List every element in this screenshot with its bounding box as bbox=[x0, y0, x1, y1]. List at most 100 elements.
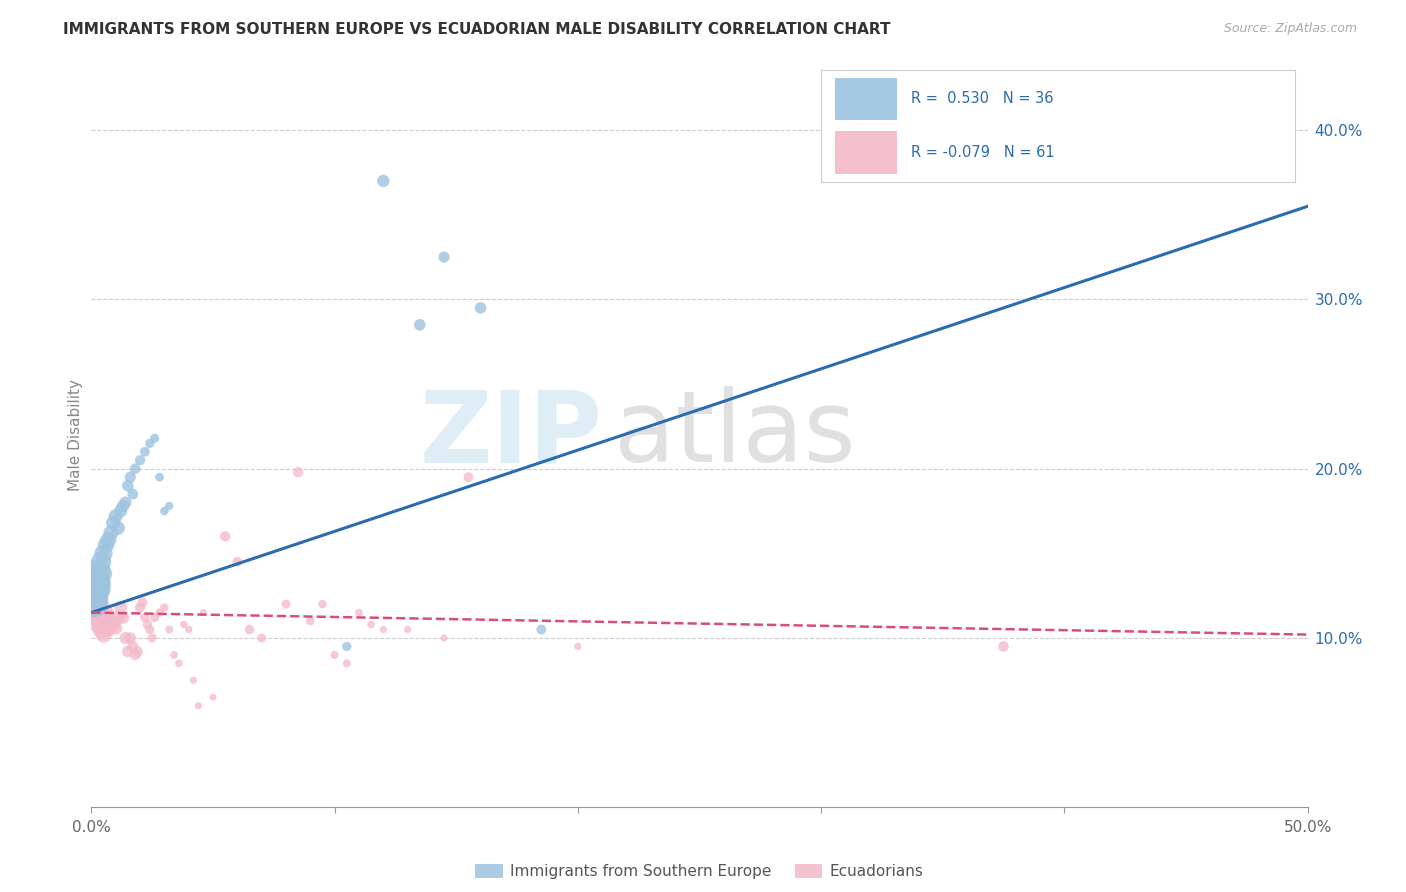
Point bbox=[90, 606, 112, 620]
Y-axis label: Male Disability: Male Disability bbox=[67, 379, 83, 491]
Point bbox=[148, 470, 170, 484]
Point bbox=[121, 487, 143, 501]
Point bbox=[157, 499, 180, 513]
Point bbox=[97, 533, 120, 547]
Point bbox=[100, 614, 122, 628]
Point bbox=[124, 648, 146, 662]
Point bbox=[153, 600, 176, 615]
Point bbox=[143, 431, 166, 445]
Point bbox=[226, 555, 249, 569]
Point bbox=[323, 648, 346, 662]
Point bbox=[373, 174, 395, 188]
Point bbox=[347, 606, 370, 620]
Point bbox=[139, 623, 162, 637]
Point bbox=[87, 617, 110, 632]
Point bbox=[993, 640, 1015, 654]
Point bbox=[104, 509, 127, 524]
Point bbox=[87, 563, 110, 577]
Point bbox=[360, 617, 382, 632]
Point bbox=[143, 610, 166, 624]
Point bbox=[567, 640, 589, 654]
Point bbox=[187, 698, 209, 713]
Point bbox=[214, 529, 236, 543]
Point bbox=[103, 516, 125, 530]
Point bbox=[83, 580, 105, 594]
Point bbox=[183, 673, 205, 688]
Point bbox=[94, 538, 117, 552]
Point bbox=[173, 617, 195, 632]
Point bbox=[110, 600, 132, 615]
Point bbox=[83, 583, 105, 598]
Point bbox=[409, 318, 432, 332]
Point bbox=[87, 600, 110, 615]
Point bbox=[83, 595, 105, 609]
Point bbox=[153, 504, 176, 518]
Point bbox=[433, 631, 456, 645]
Point bbox=[111, 499, 134, 513]
Point bbox=[148, 606, 170, 620]
Point bbox=[129, 600, 152, 615]
Point bbox=[238, 623, 260, 637]
Point bbox=[121, 640, 143, 654]
Point bbox=[97, 623, 120, 637]
Point bbox=[107, 521, 129, 535]
Point bbox=[131, 595, 153, 609]
Point bbox=[93, 546, 115, 560]
Text: atlas: atlas bbox=[614, 386, 856, 483]
Point bbox=[157, 623, 180, 637]
Point bbox=[336, 657, 359, 671]
Point bbox=[83, 600, 105, 615]
Point bbox=[299, 614, 322, 628]
Point bbox=[93, 566, 115, 581]
Point bbox=[287, 465, 309, 479]
Text: Source: ZipAtlas.com: Source: ZipAtlas.com bbox=[1223, 22, 1357, 36]
Point bbox=[167, 657, 190, 671]
Point bbox=[127, 644, 149, 658]
Point bbox=[373, 623, 395, 637]
Point bbox=[141, 631, 163, 645]
Point bbox=[104, 621, 127, 635]
Point bbox=[114, 495, 136, 509]
Text: ZIP: ZIP bbox=[419, 386, 602, 483]
Point bbox=[177, 623, 200, 637]
Point bbox=[90, 555, 112, 569]
Point bbox=[202, 690, 225, 705]
Point bbox=[110, 504, 132, 518]
Legend: Immigrants from Southern Europe, Ecuadorians: Immigrants from Southern Europe, Ecuador… bbox=[470, 858, 929, 885]
Point bbox=[250, 631, 273, 645]
Point bbox=[120, 470, 142, 484]
Point bbox=[103, 617, 125, 632]
Point bbox=[163, 648, 186, 662]
Point bbox=[530, 623, 553, 637]
Point bbox=[114, 631, 136, 645]
Text: IMMIGRANTS FROM SOUTHERN EUROPE VS ECUADORIAN MALE DISABILITY CORRELATION CHART: IMMIGRANTS FROM SOUTHERN EUROPE VS ECUAD… bbox=[63, 22, 891, 37]
Point bbox=[90, 623, 112, 637]
Point bbox=[311, 597, 333, 611]
Point bbox=[134, 610, 156, 624]
Point bbox=[84, 593, 107, 607]
Point bbox=[433, 250, 456, 264]
Point bbox=[120, 631, 142, 645]
Point bbox=[93, 627, 115, 641]
Point bbox=[134, 444, 156, 458]
Point bbox=[457, 470, 479, 484]
Point bbox=[100, 526, 122, 541]
Point bbox=[139, 436, 162, 450]
Point bbox=[124, 461, 146, 475]
Point bbox=[117, 478, 139, 492]
Point bbox=[274, 597, 297, 611]
Point bbox=[84, 572, 107, 586]
Point bbox=[111, 610, 134, 624]
Point bbox=[97, 610, 120, 624]
Point bbox=[136, 617, 159, 632]
Point bbox=[117, 644, 139, 658]
Point bbox=[87, 583, 110, 598]
Point bbox=[90, 575, 112, 590]
Point bbox=[129, 453, 152, 467]
Point bbox=[84, 610, 107, 624]
Point bbox=[84, 589, 107, 603]
Point bbox=[470, 301, 492, 315]
Point bbox=[193, 606, 215, 620]
Point bbox=[396, 623, 419, 637]
Point bbox=[107, 610, 129, 624]
